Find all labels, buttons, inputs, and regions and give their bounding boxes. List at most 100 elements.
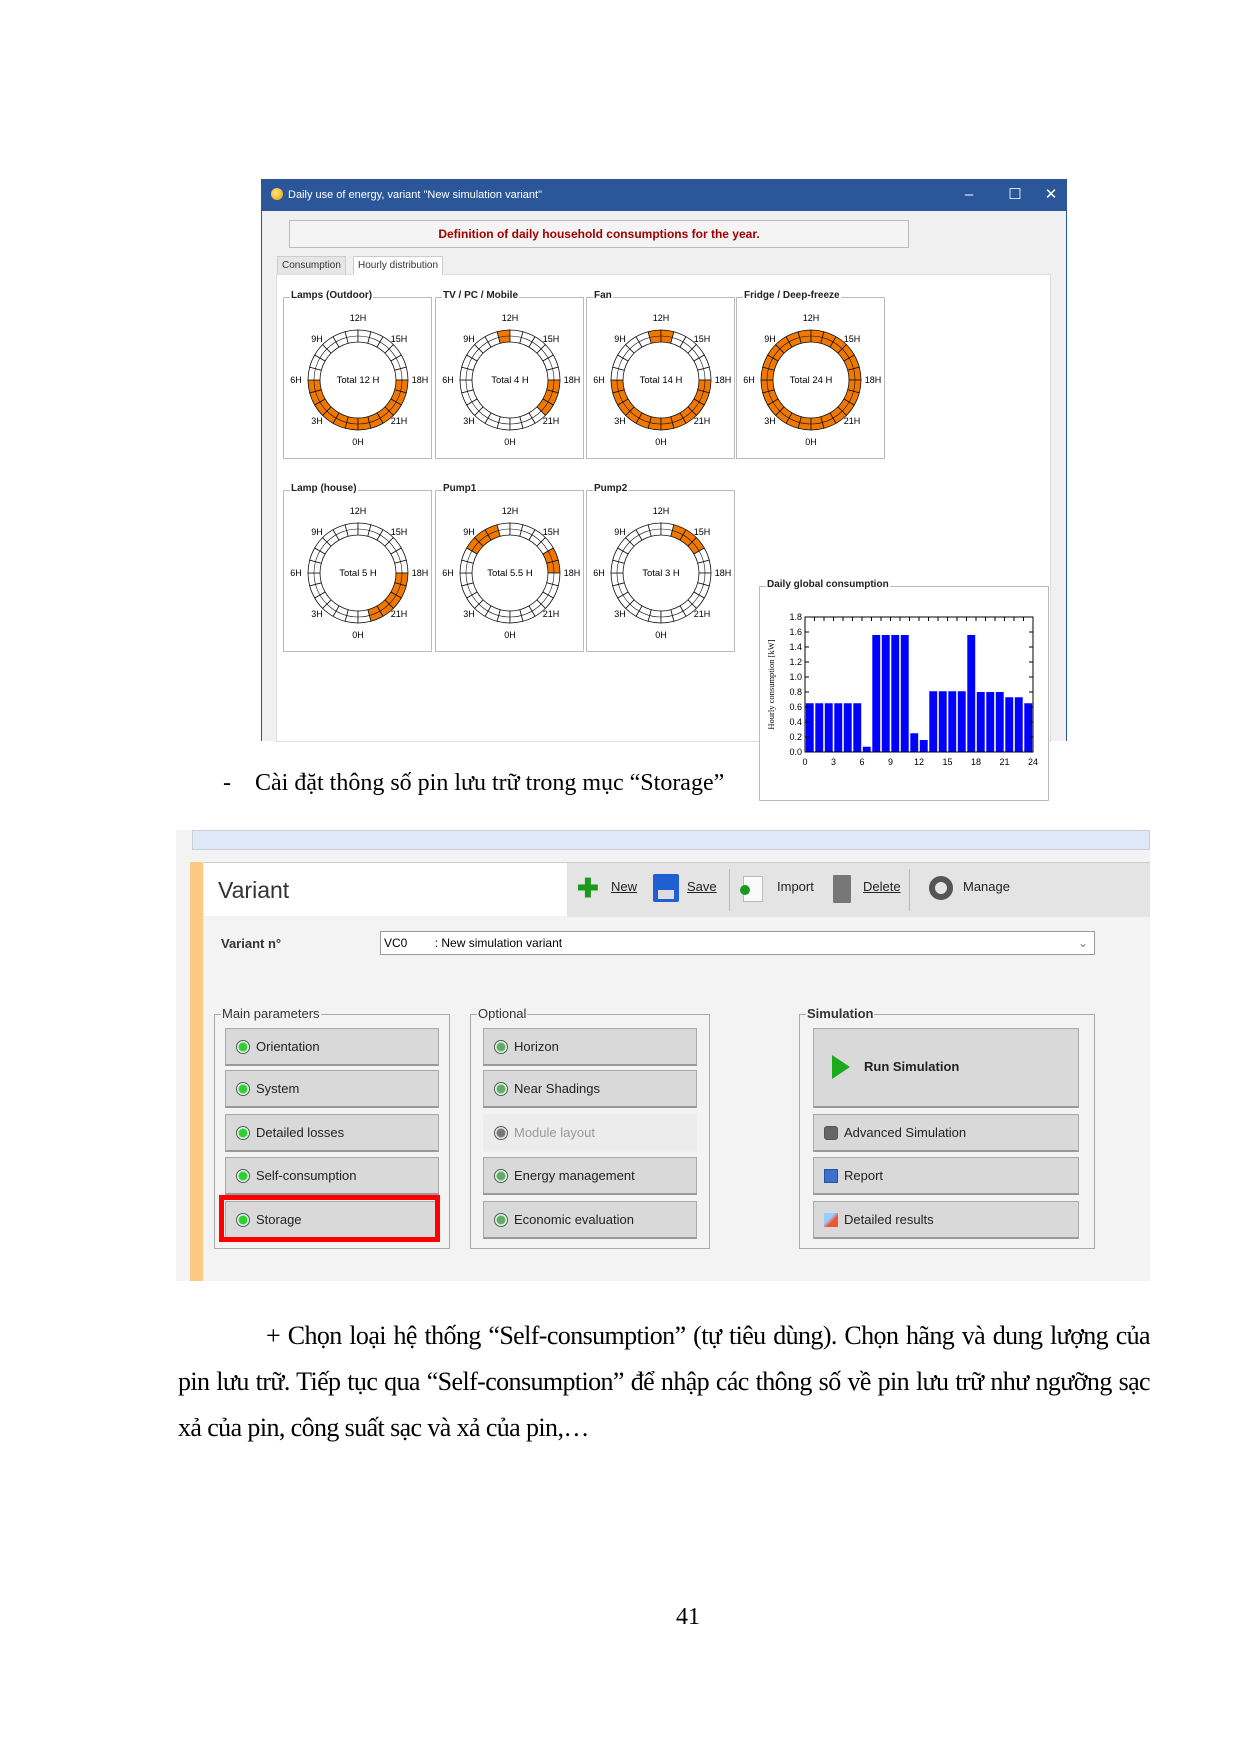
clock-label: 3H	[463, 609, 475, 619]
report-button[interactable]: Report	[813, 1157, 1079, 1195]
tab-hourly-distribution[interactable]: Hourly distribution	[353, 256, 444, 275]
variant-header: Variant ✚ New Save Import Delete Manage	[204, 862, 1150, 917]
appliance-panel: Fridge / Deep-freeze 0H 3H 6H 9H 12H 15H 18H 21H…	[736, 290, 886, 459]
total-hours: Total 5 H	[339, 568, 377, 579]
hour-ring[interactable]: 0H 3H 6H 9H 12H 15H 18H 21H Total 3 H	[587, 499, 736, 649]
button-label: Energy management	[514, 1168, 635, 1183]
hour-ring[interactable]: 0H 3H 6H 9H 12H 15H 18H 21H Total 4 H	[436, 306, 585, 456]
hour-ring[interactable]: 0H 3H 6H 9H 12H 15H 18H 21H Total 12 H	[284, 306, 433, 456]
clock-label: 12H	[502, 313, 519, 323]
storage-highlight	[219, 1195, 440, 1242]
clock-label: 6H	[290, 375, 302, 385]
body-paragraph: + Chọn loại hệ thống “Self-consumption” …	[178, 1321, 1151, 1442]
minimize-button[interactable]: –	[964, 186, 974, 203]
advanced-simulation-button[interactable]: Advanced Simulation	[813, 1114, 1079, 1152]
clock-label: 9H	[463, 527, 475, 537]
clock-label: 9H	[311, 334, 323, 344]
main-self-consumption-button[interactable]: Self-consumption	[225, 1157, 439, 1195]
status-led-icon	[236, 1082, 250, 1096]
bar	[995, 692, 1004, 752]
hour-ring[interactable]: 0H 3H 6H 9H 12H 15H 18H 21H Total 14 H	[587, 306, 736, 456]
app-icon	[271, 188, 283, 200]
clock-label: 12H	[653, 506, 670, 516]
clock-label: 6H	[743, 375, 755, 385]
clock-label: 9H	[463, 334, 475, 344]
bar-chart: 0.0 0.2 0.4 0.6 0.8 1.0 1.2 1.4 1.6 1.8 0 3 6 9 12 15 18…	[766, 612, 1038, 767]
import-button[interactable]: Import	[777, 879, 814, 894]
button-label: Module layout	[514, 1125, 595, 1140]
appliance-name: Pump1	[442, 483, 478, 494]
delete-icon	[833, 875, 851, 903]
optional-module-layout-button[interactable]: Module layout	[483, 1114, 697, 1152]
optional-energy-management-button[interactable]: Energy management	[483, 1157, 697, 1195]
button-label: Horizon	[514, 1039, 559, 1054]
variant-title: Variant	[218, 877, 290, 903]
main-parameters-group: Main parameters	[214, 1006, 450, 1249]
save-button[interactable]: Save	[687, 879, 717, 894]
button-label: Self-consumption	[256, 1168, 357, 1183]
run-simulation-button[interactable]: Run Simulation	[813, 1028, 1079, 1108]
optional-horizon-button[interactable]: Horizon	[483, 1028, 697, 1066]
clock-label: 15H	[844, 334, 861, 344]
detailed-results-button[interactable]: Detailed results	[813, 1201, 1079, 1239]
y-tick-label: 0.0	[789, 747, 802, 757]
bar	[824, 703, 833, 752]
bullet-line: - Cài đặt thông số pin lưu trữ trong mục…	[223, 770, 724, 797]
status-led-icon	[236, 1213, 250, 1227]
y-tick-label: 1.0	[789, 672, 802, 682]
clock-label: 18H	[715, 375, 732, 385]
main-system-button[interactable]: System	[225, 1070, 439, 1108]
clock-label: 15H	[391, 334, 408, 344]
delete-button[interactable]: Delete	[863, 879, 901, 894]
optional-economic-evaluation-button[interactable]: Economic evaluation	[483, 1201, 697, 1239]
clock-label: 0H	[655, 630, 667, 640]
hour-ring[interactable]: 0H 3H 6H 9H 12H 15H 18H 21H Total 24 H	[737, 306, 886, 456]
bar	[853, 703, 862, 752]
simulation-group: Simulation	[799, 1006, 1095, 1249]
chart-icon	[824, 1213, 838, 1227]
y-tick-label: 0.2	[789, 732, 802, 742]
clock-label: 9H	[311, 527, 323, 537]
tab-consumption[interactable]: Consumption	[277, 256, 346, 275]
optional-near-shadings-button[interactable]: Near Shadings	[483, 1070, 697, 1108]
close-button[interactable]: ✕	[1044, 186, 1058, 203]
variant-select[interactable]: VC0 : New simulation variant ⌄	[380, 931, 1095, 955]
status-led-icon	[494, 1040, 508, 1054]
clock-label: 6H	[593, 568, 605, 578]
bullet-text: Cài đặt thông số pin lưu trữ trong mục “…	[255, 770, 725, 796]
appliance-panel: Lamps (Outdoor) 0H 3H 6H 9H 12H 15H 18H 21H Total…	[283, 290, 433, 459]
button-label: Storage	[256, 1212, 302, 1227]
clock-label: 12H	[350, 506, 367, 516]
bar	[805, 703, 814, 752]
maximize-button[interactable]: ☐	[1008, 186, 1022, 203]
main-detailed-losses-button[interactable]: Detailed losses	[225, 1114, 439, 1152]
bar	[986, 692, 995, 752]
title-bar: Daily use of energy, variant "New simula…	[262, 180, 1066, 211]
clock-label: 9H	[614, 527, 626, 537]
clock-label: 12H	[653, 313, 670, 323]
clock-label: 6H	[290, 568, 302, 578]
clock-label: 21H	[391, 416, 408, 426]
appliance-panel: TV / PC / Mobile 0H 3H 6H 9H 12H 15H 18H 21H Tota…	[435, 290, 585, 459]
group-title: Main parameters	[221, 1006, 321, 1021]
manage-button[interactable]: Manage	[963, 879, 1010, 894]
x-tick-label: 18	[971, 757, 981, 767]
bar	[862, 746, 871, 752]
new-button[interactable]: New	[611, 879, 638, 894]
clock-label: 21H	[694, 416, 711, 426]
separator	[729, 869, 730, 911]
hour-ring[interactable]: 0H 3H 6H 9H 12H 15H 18H 21H Total 5.5 H	[436, 499, 585, 649]
y-tick-label: 1.6	[789, 627, 802, 637]
bar	[872, 635, 881, 752]
main-orientation-button[interactable]: Orientation	[225, 1028, 439, 1066]
bar	[834, 703, 843, 752]
clock-label: 9H	[614, 334, 626, 344]
toolbar: ✚ New Save Import Delete Manage	[567, 863, 1150, 917]
bar	[910, 733, 919, 752]
clock-label: 15H	[543, 527, 560, 537]
hour-ring[interactable]: 0H 3H 6H 9H 12H 15H 18H 21H Total 5 H	[284, 499, 433, 649]
button-label: Orientation	[256, 1039, 320, 1054]
daily-energy-window: Daily use of energy, variant "New simula…	[261, 179, 1067, 801]
appliance-panel: Fan 0H 3H 6H 9H 12H 15H 18H 21H Total 14 H	[586, 290, 736, 459]
x-tick-label: 21	[999, 757, 1009, 767]
